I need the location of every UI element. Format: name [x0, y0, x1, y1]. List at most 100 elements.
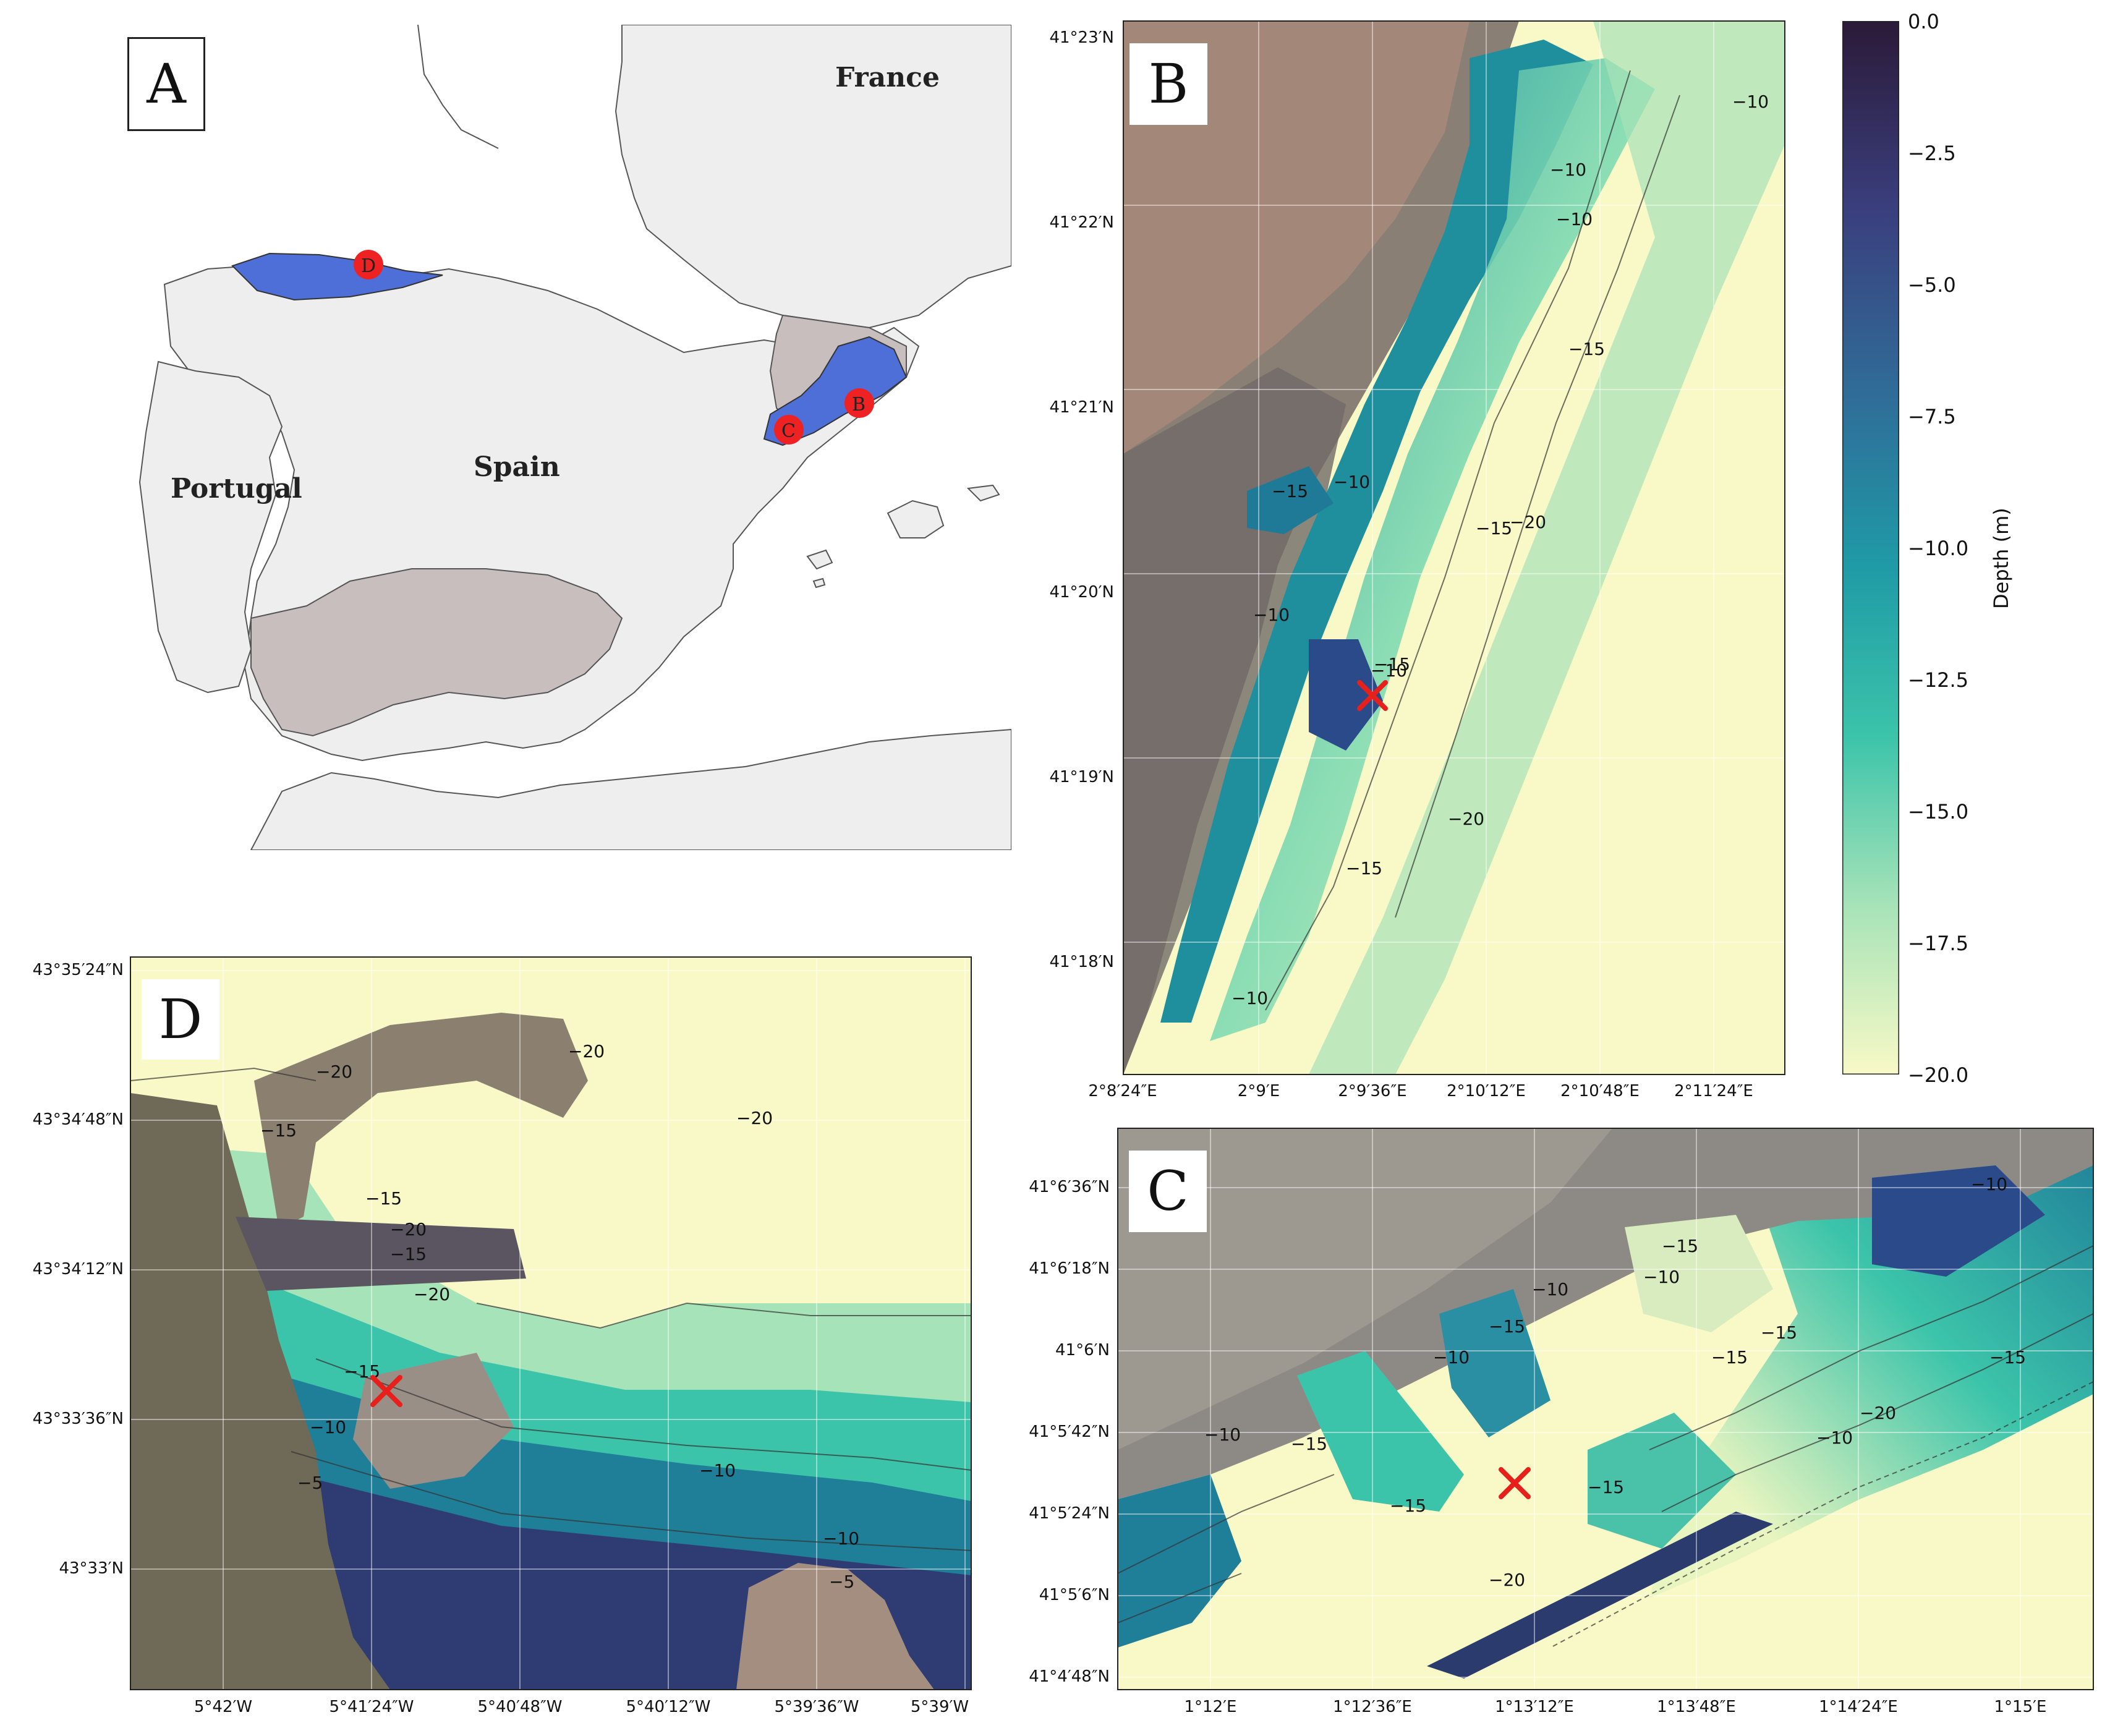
panel-c-letter: C: [1129, 1151, 1207, 1232]
b-contour-6: −10: [1334, 472, 1370, 492]
c-contour-12: −10: [1816, 1428, 1853, 1448]
d-contour-3: −15: [260, 1120, 297, 1141]
gijon-land: [130, 1093, 390, 1690]
panel-a-map: France Spain Portugal D B C A: [127, 25, 1011, 850]
b-contour-9: −10: [1253, 605, 1290, 625]
d-xtick-4: 5°39′36″W: [774, 1698, 859, 1716]
mallorca-island: [887, 500, 945, 538]
cbar-tick-5: −12.5: [1908, 668, 1969, 692]
b-xtick-4: 2°10′48″E: [1560, 1082, 1640, 1100]
cbar-tick-7: −17.5: [1908, 932, 1969, 955]
b-contour-2: −10: [1550, 160, 1586, 180]
d-contour-2: −20: [568, 1041, 605, 1062]
cbar-tick-1: −2.5: [1908, 142, 1956, 165]
b-contour-7: −15: [1476, 518, 1512, 538]
cbar-tick-4: −10.0: [1908, 537, 1969, 560]
b-ytick-4: 41°19′N: [1049, 768, 1114, 786]
d-contour-4: −15: [365, 1188, 402, 1209]
b-xtick-0: 2°8′24″E: [1088, 1082, 1157, 1100]
panel-d-grid: [130, 957, 971, 1690]
d-contour-1: −20: [316, 1062, 352, 1082]
svg-text:B: B: [852, 394, 866, 415]
b-contour-1: −10: [1732, 91, 1769, 112]
menorca-island: [966, 484, 1000, 502]
c-ytick-2: 41°6′N: [1055, 1341, 1110, 1359]
b-ytick-5: 41°18′N: [1049, 953, 1114, 971]
colorbar-label: Depth (m): [1989, 508, 2013, 609]
b-ytick-2: 41°21′N: [1049, 398, 1114, 417]
b-xtick-3: 2°10′12″E: [1447, 1082, 1526, 1100]
c-contour-2: −15: [1489, 1316, 1525, 1337]
label-france: France: [835, 62, 940, 93]
tarragona-bathymetry: −10 −15 −10 −10 −15 −15 −15 −10 −15 −10 …: [1118, 1128, 2093, 1690]
panel-d-letter: D: [142, 979, 219, 1060]
formentera-island: [812, 577, 826, 589]
b-xtick-5: 2°11′24″E: [1674, 1082, 1753, 1100]
c-contour-10: −10: [1204, 1424, 1241, 1445]
panel-a-letter: A: [127, 37, 205, 131]
c-contour-5: −15: [1662, 1236, 1698, 1256]
d-ytick-3: 43°33′36″N: [32, 1410, 124, 1428]
portugal-region: [138, 360, 283, 694]
panel-c-grid: [1118, 1128, 2093, 1690]
d-contour-6: −15: [390, 1244, 427, 1264]
b-ytick-1: 41°22′N: [1049, 213, 1114, 232]
b-ytick-3: 41°20′N: [1049, 583, 1114, 602]
d-contour-5: −20: [390, 1219, 427, 1240]
marker-c: C: [774, 415, 804, 445]
colorbar-gradient: [1841, 20, 1900, 1076]
b-contour-13: −15: [1346, 858, 1382, 879]
panel-b-contours: [1265, 70, 1680, 1011]
cbar-tick-8: −20.0: [1908, 1063, 1969, 1087]
panel-c-contours: [1118, 1245, 2093, 1648]
gijon-town: [736, 1563, 934, 1690]
panel-b-letter: B: [1129, 43, 1207, 125]
harbor-water: [1160, 40, 1593, 1023]
port-breakwater: [254, 1013, 588, 1229]
cbar-tick-0: 0.0: [1908, 10, 1939, 33]
d-ytick-2: 43°34′12″N: [32, 1260, 124, 1279]
d-xtick-0: 5°42′W: [194, 1698, 253, 1716]
d-contour-7: −20: [414, 1284, 450, 1304]
d-xtick-3: 5°40′12″W: [626, 1698, 711, 1716]
c-xtick-0: 1°12′E: [1184, 1698, 1237, 1716]
c-contour-8: −10: [1433, 1347, 1470, 1368]
c-xtick-1: 1°12′36″E: [1333, 1698, 1412, 1716]
label-portugal: Portugal: [171, 473, 302, 504]
d-xtick-2: 5°40′48″W: [477, 1698, 563, 1716]
d-contour-12: −10: [699, 1460, 736, 1481]
cbar-tick-3: −7.5: [1908, 405, 1956, 428]
c-contour-6: −15: [1711, 1347, 1748, 1368]
ibiza-island: [806, 549, 833, 570]
asturias-study-region: [231, 252, 443, 301]
b-contour-11: −20: [1448, 809, 1484, 829]
b-contour-8: −20: [1510, 512, 1546, 532]
c-xtick-3: 1°13′48″E: [1657, 1698, 1736, 1716]
c-contour-4: −10: [1643, 1267, 1680, 1287]
c-contour-13: −15: [1989, 1347, 2026, 1368]
d-contour-14: −5: [829, 1572, 854, 1592]
marker-b: B: [844, 388, 874, 418]
c-ytick-5: 41°5′6″N: [1039, 1586, 1110, 1604]
b-xtick-1: 2°9′E: [1237, 1082, 1280, 1100]
b-contour-14: −10: [1371, 660, 1407, 681]
d-contour-11: −5: [297, 1473, 323, 1493]
port-basin: [1297, 1351, 1464, 1512]
cbar-tick-6: −15.0: [1908, 800, 1969, 823]
b-contour-5: −15: [1272, 481, 1308, 501]
coast-fragment: [417, 25, 499, 149]
d-ytick-1: 43°34′48″N: [32, 1110, 124, 1129]
iberia-map: France Spain Portugal D B C: [127, 25, 1011, 850]
andalusia-region: [250, 568, 623, 737]
d-ytick-0: 43°35′24″N: [32, 961, 124, 979]
c-xtick-5: 1°15′E: [1994, 1698, 2047, 1716]
c-ytick-4: 41°5′24″N: [1029, 1504, 1110, 1523]
panel-b-map: −10 −10 −10 −15 −15 −10 −15 −20 −10 −15 …: [1123, 21, 1785, 1074]
d-xtick-1: 5°41′24″W: [329, 1698, 414, 1716]
site-marker-d: [370, 1375, 402, 1407]
africa-region: [250, 728, 1011, 850]
b-contour-4: −15: [1568, 339, 1605, 359]
b-xtick-2: 2°9′36″E: [1338, 1082, 1407, 1100]
label-spain: Spain: [474, 451, 560, 483]
panel-c-map: −10 −15 −10 −10 −15 −15 −15 −10 −15 −10 …: [1118, 1128, 2093, 1690]
